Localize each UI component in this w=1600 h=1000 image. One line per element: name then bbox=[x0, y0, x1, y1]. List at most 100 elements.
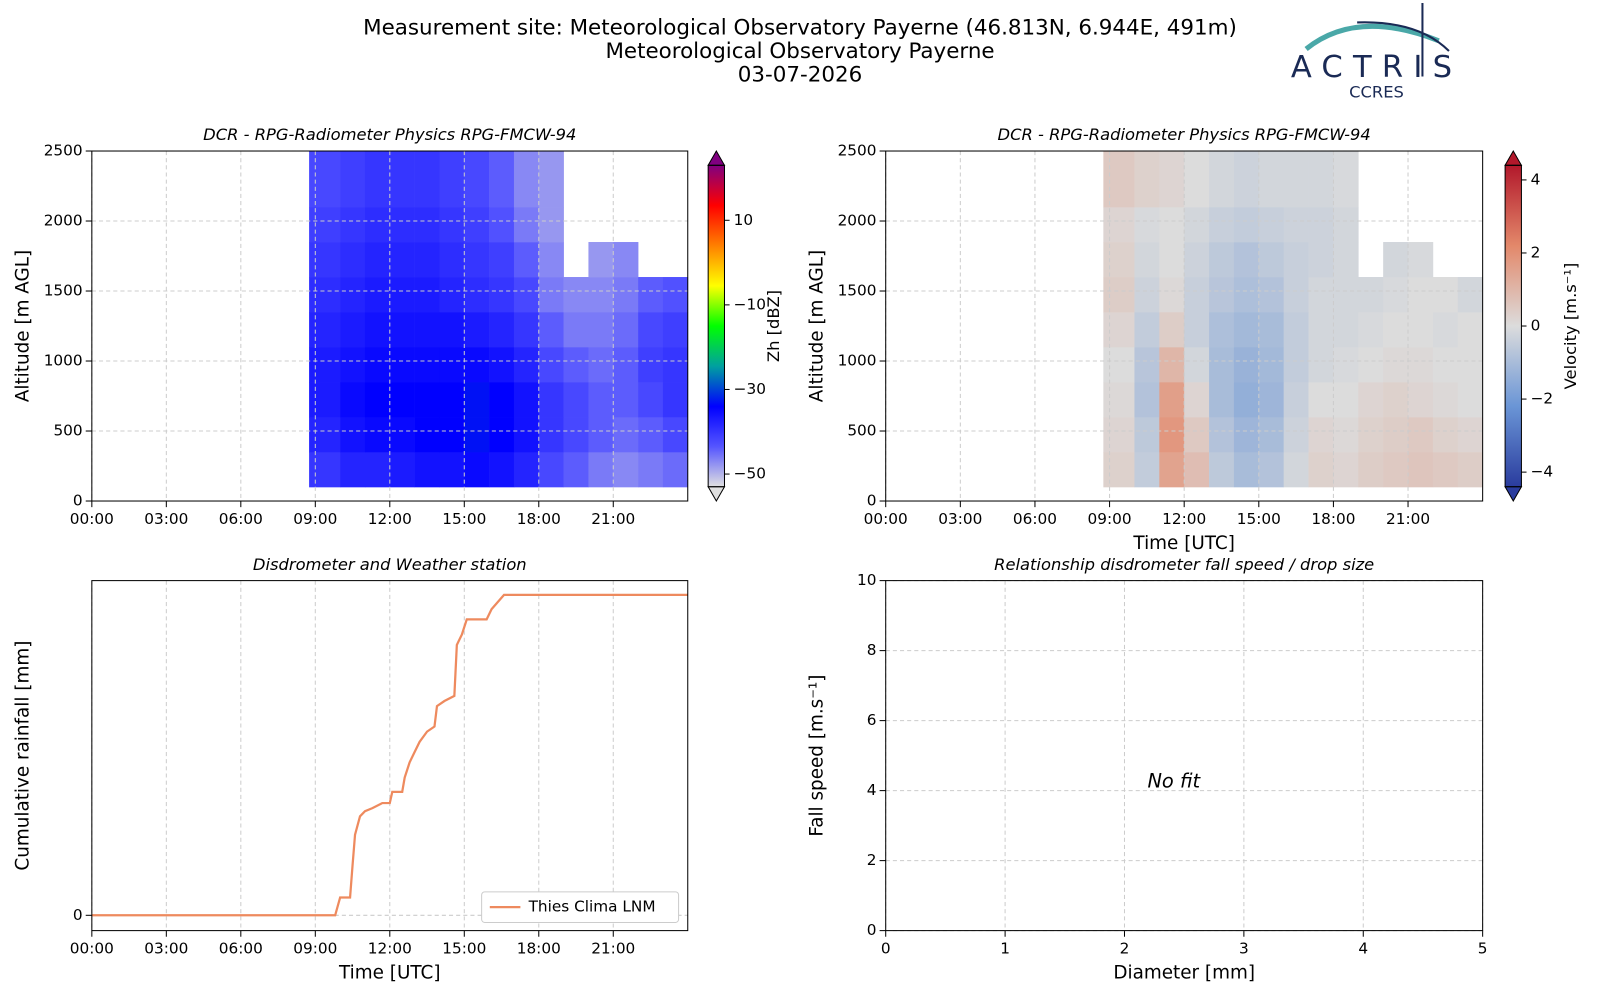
cell bbox=[1233, 277, 1260, 313]
x-tick-label: 1 bbox=[1000, 939, 1010, 957]
cell bbox=[489, 382, 515, 418]
cell bbox=[563, 452, 589, 488]
cell bbox=[1383, 277, 1409, 313]
cell bbox=[309, 277, 341, 313]
panel-title: Relationship disdrometer fall speed / dr… bbox=[994, 555, 1374, 574]
cell bbox=[414, 347, 440, 383]
cell bbox=[439, 242, 465, 278]
x-tick-label: 00:00 bbox=[70, 510, 114, 528]
cell bbox=[538, 277, 564, 313]
y-tick-label: 1500 bbox=[838, 282, 877, 300]
cell bbox=[340, 347, 366, 383]
cell bbox=[439, 312, 465, 348]
cell bbox=[1258, 347, 1284, 383]
cell bbox=[1134, 277, 1160, 313]
cell bbox=[662, 347, 689, 383]
cell bbox=[414, 312, 440, 348]
cell bbox=[1308, 277, 1334, 313]
y-tick-label: 2000 bbox=[44, 212, 83, 230]
x-tick-label: 21:00 bbox=[591, 939, 635, 957]
cell bbox=[1103, 277, 1135, 313]
cell bbox=[1333, 452, 1359, 488]
y-tick-label: 0 bbox=[73, 906, 83, 924]
cell bbox=[1233, 382, 1260, 418]
cell bbox=[464, 207, 490, 243]
cell bbox=[1184, 277, 1210, 313]
cell bbox=[1159, 382, 1185, 418]
cell bbox=[389, 312, 415, 348]
cell bbox=[414, 207, 440, 243]
cell bbox=[1258, 207, 1284, 243]
cell bbox=[1308, 207, 1334, 243]
cell bbox=[1184, 382, 1210, 418]
cell bbox=[389, 207, 415, 243]
cell bbox=[1333, 277, 1359, 313]
cell bbox=[364, 417, 391, 453]
cell bbox=[1134, 207, 1160, 243]
cell bbox=[340, 452, 366, 488]
colorbar-tick-label: 2 bbox=[1531, 243, 1541, 261]
cell bbox=[1308, 312, 1334, 348]
cell bbox=[538, 207, 564, 243]
x-tick-label: 0 bbox=[881, 939, 891, 957]
cell bbox=[464, 242, 490, 278]
cell bbox=[364, 452, 391, 488]
y-tick-label: 500 bbox=[53, 422, 82, 440]
colorbar-tick-label: −2 bbox=[1531, 390, 1554, 408]
cell bbox=[1408, 452, 1434, 488]
cell bbox=[340, 417, 366, 453]
cell bbox=[662, 417, 689, 453]
legend-label: Thies Clima LNM bbox=[528, 898, 656, 916]
cell bbox=[1159, 242, 1185, 278]
cell bbox=[389, 417, 415, 453]
logo-arc bbox=[1357, 21, 1450, 52]
cell bbox=[563, 277, 589, 313]
cell bbox=[1159, 207, 1185, 243]
cell bbox=[1258, 312, 1284, 348]
cell bbox=[1184, 151, 1210, 208]
panel: 00:00 03:00 06:00 09:00 12:00 15:00 18:00 21:00… bbox=[12, 555, 689, 983]
y-tick-label: 0 bbox=[867, 492, 877, 510]
cell bbox=[489, 207, 515, 243]
cell bbox=[1308, 151, 1334, 208]
cell bbox=[309, 382, 341, 418]
cell bbox=[414, 151, 440, 208]
cell bbox=[1233, 242, 1260, 278]
cell bbox=[414, 277, 440, 313]
cell bbox=[340, 207, 366, 243]
cell bbox=[563, 312, 589, 348]
cell bbox=[1308, 382, 1334, 418]
cell bbox=[588, 452, 614, 488]
cell bbox=[1134, 151, 1160, 208]
header-line: Meteorological Observatory Payerne bbox=[605, 39, 994, 64]
cell bbox=[563, 347, 589, 383]
cell bbox=[489, 242, 515, 278]
cell bbox=[1258, 417, 1284, 453]
panel-title: DCR - RPG-Radiometer Physics RPG-FMCW-94 bbox=[203, 125, 576, 144]
cell bbox=[1457, 277, 1483, 313]
x-axis-label: Time [UTC] bbox=[1132, 533, 1235, 554]
cell bbox=[1308, 347, 1334, 383]
logo-arc bbox=[1304, 23, 1440, 51]
x-tick-label: 15:00 bbox=[442, 939, 486, 957]
x-tick-label: 5 bbox=[1478, 939, 1488, 957]
cell bbox=[464, 382, 490, 418]
cell bbox=[1432, 452, 1459, 488]
panel: 00:00 03:00 06:00 09:00 12:00 15:00 18:00 21:00… bbox=[806, 125, 1580, 554]
cell bbox=[613, 312, 639, 348]
cell bbox=[1333, 347, 1359, 383]
colorbar-tick-label: 10 bbox=[734, 211, 753, 229]
cell bbox=[309, 452, 341, 488]
cell bbox=[1258, 151, 1284, 208]
axes-frame bbox=[885, 150, 1484, 502]
cell bbox=[1283, 242, 1309, 278]
cell bbox=[1358, 347, 1384, 383]
cell bbox=[489, 312, 515, 348]
cell bbox=[439, 382, 465, 418]
y-axis-label: Fall speed [m.s⁻¹] bbox=[806, 675, 827, 837]
cell bbox=[1184, 312, 1210, 348]
legend-box bbox=[481, 891, 680, 923]
cell bbox=[1383, 382, 1409, 418]
cell bbox=[613, 417, 639, 453]
